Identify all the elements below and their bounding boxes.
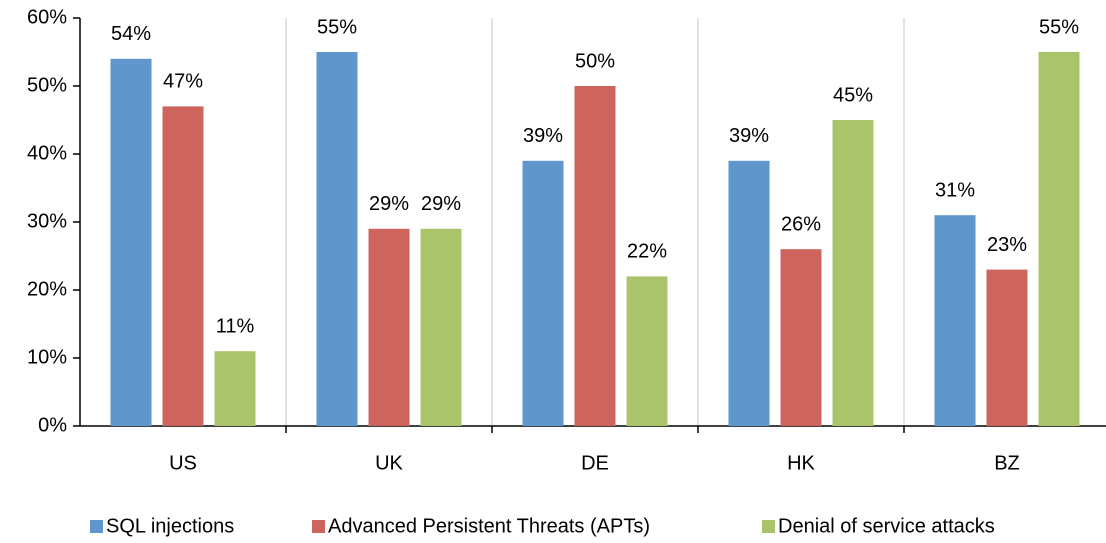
bar [832, 120, 874, 426]
bar [368, 228, 410, 426]
y-tick-label: 60% [27, 6, 67, 28]
bar [316, 52, 358, 426]
bar [986, 269, 1028, 426]
bar [110, 58, 152, 427]
legend-swatch [312, 520, 325, 533]
x-tick-label: DE [581, 452, 609, 474]
value-label: 55% [1039, 16, 1079, 38]
value-label: 31% [935, 179, 975, 201]
value-label: 29% [421, 193, 461, 215]
bar [574, 86, 616, 426]
value-label: 39% [523, 125, 563, 147]
bar [1038, 52, 1080, 426]
x-tick-label: BZ [994, 452, 1020, 474]
legend-swatch [762, 520, 775, 533]
value-label: 47% [163, 71, 203, 93]
value-label: 45% [833, 84, 873, 106]
value-label: 39% [729, 125, 769, 147]
legend-label: SQL injections [106, 515, 234, 537]
value-label: 23% [987, 234, 1027, 256]
value-label: 55% [317, 16, 357, 38]
bar [934, 215, 976, 426]
legend-label: Advanced Persistent Threats (APTs) [328, 515, 650, 537]
bar [522, 160, 564, 427]
value-label: 54% [111, 23, 151, 45]
value-label: 50% [575, 50, 615, 72]
y-tick-label: 40% [27, 142, 67, 164]
x-tick-label: US [169, 452, 197, 474]
y-tick-label: 10% [27, 346, 67, 368]
value-label: 26% [781, 213, 821, 235]
value-label: 29% [369, 193, 409, 215]
y-tick-label: 0% [38, 414, 67, 436]
y-tick-label: 50% [27, 74, 67, 96]
bar [214, 351, 256, 426]
bar [780, 249, 822, 426]
bar [626, 276, 668, 426]
value-label: 22% [627, 241, 667, 263]
x-tick-label: HK [787, 452, 815, 474]
bar [420, 228, 462, 426]
bar [162, 106, 204, 427]
y-tick-label: 30% [27, 210, 67, 232]
legend-swatch [90, 520, 103, 533]
bar [728, 160, 770, 427]
y-tick-label: 20% [27, 278, 67, 300]
legend-label: Denial of service attacks [778, 515, 995, 537]
value-label: 11% [216, 315, 255, 337]
x-tick-label: UK [375, 452, 403, 474]
